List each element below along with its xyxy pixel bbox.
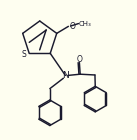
Text: O: O [77, 55, 82, 64]
Text: CH₃: CH₃ [79, 21, 92, 27]
Text: O: O [69, 22, 75, 31]
Text: N: N [62, 71, 69, 80]
Text: S: S [22, 50, 26, 59]
